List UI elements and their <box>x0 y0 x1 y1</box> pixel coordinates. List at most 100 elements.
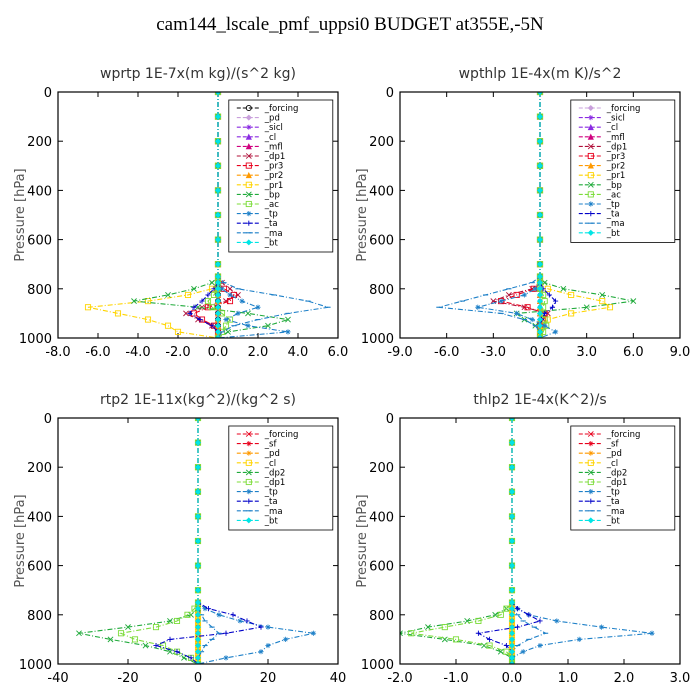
legend-marker <box>246 450 252 456</box>
data-point-dp1 <box>505 292 512 298</box>
legend-marker <box>587 104 594 112</box>
data-point-tp <box>529 316 535 323</box>
legend-marker <box>587 191 594 198</box>
x-tick-label: -6.0 <box>434 345 459 360</box>
legend-label: _bp <box>606 181 622 191</box>
data-point-tp <box>282 636 289 642</box>
data-point-tp <box>223 316 229 323</box>
data-point-ta <box>515 606 521 612</box>
data-point-tp <box>599 624 605 630</box>
legend-marker <box>245 143 252 150</box>
x-tick-label: -3.0 <box>481 345 506 360</box>
legend-marker <box>245 517 252 524</box>
data-point-tp <box>475 304 481 310</box>
data-point-ta <box>244 618 250 624</box>
data-point-pr1 <box>164 322 172 329</box>
x-tick-label: 6.0 <box>328 345 349 360</box>
data-point-bt <box>194 636 202 643</box>
legend-label: _tp <box>606 200 620 210</box>
legend-label: _ta <box>606 497 620 507</box>
data-point-pr1 <box>544 316 551 323</box>
legend-label: _ac <box>264 200 279 210</box>
data-point-pr1 <box>174 328 182 335</box>
panel-4: thlp2 1E-4x(K^2)/s Pressure [hPa] 0 200 400 6… <box>355 392 690 686</box>
data-point-bt <box>508 605 516 612</box>
data-point-bt <box>508 599 516 606</box>
data-point-bt <box>536 316 544 323</box>
legend-marker <box>245 104 252 112</box>
data-point-pr1 <box>568 310 575 317</box>
plot-frame <box>57 417 339 665</box>
data-point-bt <box>214 273 222 280</box>
data-point-ta <box>526 612 532 618</box>
legend-label: _ma <box>606 219 625 229</box>
legend-marker <box>587 172 594 179</box>
series-line-pr1 <box>87 92 219 338</box>
data-point-bt <box>536 328 544 335</box>
x-tick-label: -4.0 <box>125 345 150 360</box>
data-point-dp1 <box>544 310 551 317</box>
legend-marker <box>587 162 594 169</box>
data-point-ac <box>208 304 216 311</box>
data-point-bt <box>536 236 544 243</box>
legend-marker <box>245 239 252 246</box>
data-point-bt <box>214 236 222 243</box>
legend-label: _sicl <box>606 114 625 124</box>
data-point-bt <box>508 636 516 643</box>
x-tick-label: -9.0 <box>387 345 412 360</box>
series-line-tp <box>477 92 557 338</box>
legend-marker <box>245 133 252 140</box>
data-point-bt <box>536 273 544 280</box>
data-point-ta <box>205 606 212 612</box>
panel-3: rtp2 1E-11x(kg^2)/(kg^2 s) Pressure [hPa]… <box>13 392 346 686</box>
legend-marker <box>245 114 252 121</box>
data-point-bt <box>508 513 516 520</box>
y-tick-label: 400 <box>369 510 394 525</box>
data-point-bt <box>214 328 222 335</box>
data-point-bt <box>536 138 544 145</box>
y-tick-label: 1000 <box>361 332 394 347</box>
data-point-bt <box>194 488 202 495</box>
legend-marker <box>587 478 594 486</box>
data-point-bt <box>194 624 202 631</box>
legend-marker <box>246 441 252 447</box>
legend-label: _ta <box>264 497 278 507</box>
y-tick-label: 200 <box>27 461 52 476</box>
data-point-pr1 <box>144 316 152 323</box>
y-tick-label: 800 <box>369 609 394 624</box>
data-point-tp <box>265 624 271 630</box>
data-point-dp1 <box>486 642 493 649</box>
data-point-tp <box>537 642 543 649</box>
data-point-bt <box>536 334 544 338</box>
x-tick-label: 9.0 <box>670 345 691 360</box>
data-point-dp1 <box>173 617 181 624</box>
legend-marker <box>587 469 594 476</box>
data-point-ta <box>153 642 159 649</box>
series-line-ma <box>197 418 220 664</box>
data-point-bt <box>194 605 202 612</box>
plot-frame <box>399 417 681 665</box>
legend-label: _ta <box>264 219 278 229</box>
data-point-tp <box>498 298 504 304</box>
series-group <box>436 92 637 338</box>
legend-marker <box>246 211 252 217</box>
data-point-ta <box>188 655 194 661</box>
legend-marker <box>587 133 594 140</box>
legend-label: _bt <box>264 516 279 526</box>
data-point-bt <box>214 304 222 311</box>
legend-marker <box>245 153 252 159</box>
legend-marker <box>245 459 252 466</box>
y-axis-label: Pressure [hPa] <box>355 168 370 261</box>
data-point-bt <box>214 211 222 219</box>
data-point-bt <box>194 630 202 637</box>
data-point-bt <box>214 298 222 305</box>
data-point-dp2 <box>125 624 131 631</box>
data-point-bt <box>214 285 222 292</box>
data-point-bt <box>194 654 202 661</box>
legend-marker <box>246 498 252 504</box>
data-point-dp1 <box>497 611 504 618</box>
data-point-bt <box>508 624 516 631</box>
series-group <box>76 418 317 664</box>
data-point-ta <box>209 323 215 329</box>
